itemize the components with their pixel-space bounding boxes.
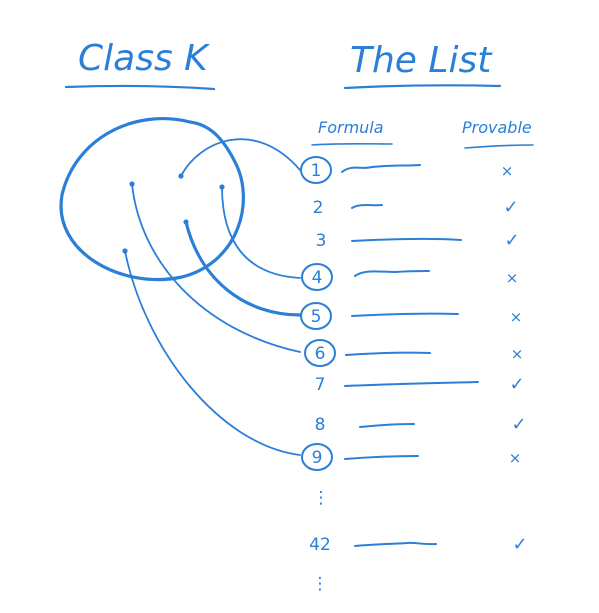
row-number: 1 [311, 161, 322, 181]
not-provable-x-mark: × [511, 345, 524, 363]
the-list-title: The List [350, 40, 493, 81]
not-provable-x-mark: × [501, 162, 514, 180]
formula-scribble [351, 204, 383, 209]
row-number: 9 [312, 448, 323, 468]
formula-scribble [341, 164, 421, 173]
row-number: 6 [315, 344, 326, 364]
row-number: ⋮ [313, 488, 330, 508]
formula-scribble [344, 381, 479, 387]
formula-scribble [351, 237, 462, 242]
row-number: 42 [309, 535, 331, 555]
row-number-circle [300, 302, 332, 330]
row-number: 4 [312, 268, 323, 288]
formula-scribble [351, 312, 459, 317]
row-number: 7 [315, 375, 326, 395]
formula-scribble [359, 423, 415, 428]
formula-list: 1 × 2 ✓ 3 ✓ 4 × 5 × 6 × 7 ✓ 8 ✓ 9 × ⋮ 42 ✓ ⋮ [300, 156, 528, 594]
formula-scribble [354, 270, 430, 277]
row-number-circle [301, 443, 333, 471]
class-k-underline [64, 84, 216, 91]
row-number: 2 [313, 198, 324, 218]
row-number: 8 [315, 415, 326, 435]
formula-scribble [345, 351, 431, 356]
row-number: 5 [311, 307, 322, 327]
row-number-circle [300, 156, 332, 184]
connector-to-9 [124, 250, 301, 456]
provable-check-mark: ✓ [509, 374, 524, 395]
provable-check-mark: ✓ [503, 197, 518, 218]
connector-to-1 [180, 138, 301, 177]
connector-to-6 [131, 183, 301, 353]
provable-header-underline [464, 144, 534, 149]
row-number-circle [304, 339, 336, 367]
connector-to-4 [221, 186, 301, 279]
class-k-title: Class K [78, 38, 210, 79]
row-number: ⋮ [312, 574, 329, 594]
formula-column-header: Formula [318, 118, 384, 137]
connector-to-5 [184, 220, 302, 317]
class-k-loop [59, 117, 245, 282]
provable-check-mark: ✓ [504, 230, 519, 251]
provable-check-mark: ✓ [511, 414, 526, 435]
not-provable-x-mark: × [509, 449, 522, 467]
the-list-underline [343, 84, 502, 90]
formula-scribble [354, 541, 437, 547]
row-number-circle [301, 263, 333, 291]
provable-check-mark: ✓ [512, 534, 527, 555]
not-provable-x-mark: × [510, 308, 523, 326]
row-number: 3 [316, 231, 327, 251]
provable-column-header: Provable [462, 118, 532, 137]
not-provable-x-mark: × [506, 269, 519, 287]
formula-scribble [344, 455, 419, 460]
formula-header-underline [311, 142, 393, 146]
